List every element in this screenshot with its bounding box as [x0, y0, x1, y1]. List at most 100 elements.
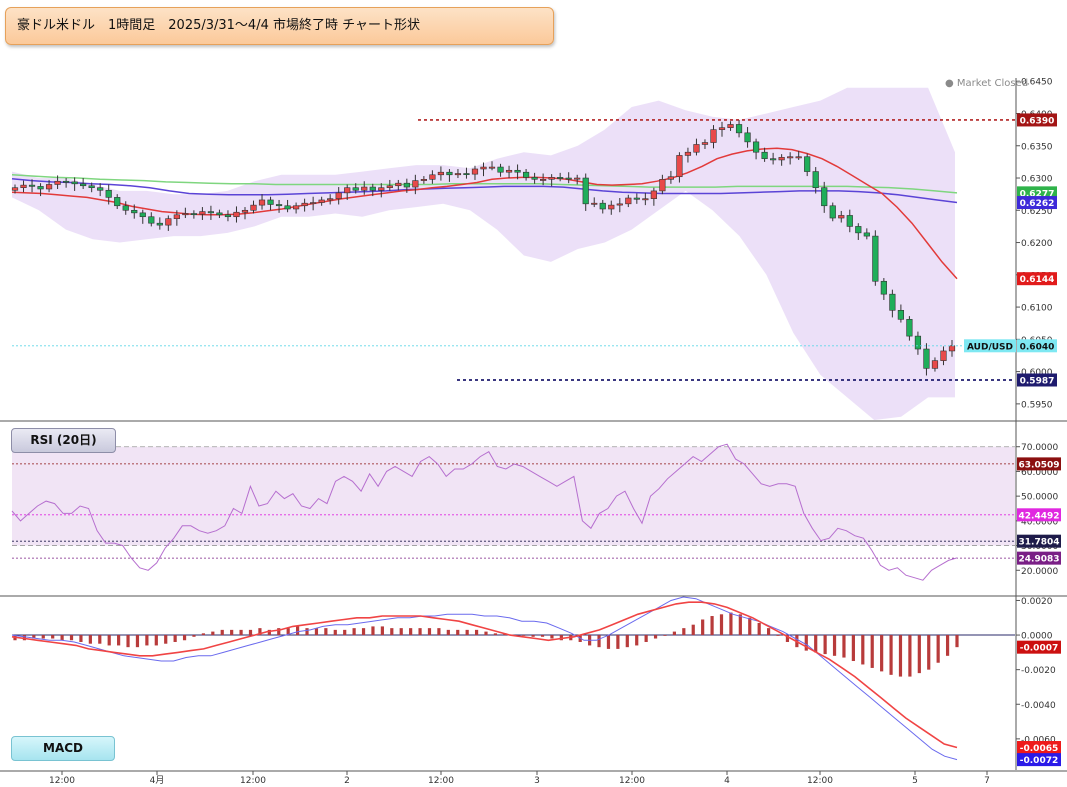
price-tag: 0.6390 — [1020, 116, 1055, 126]
rsi-tag: 63.0509 — [1019, 460, 1060, 470]
candle — [122, 205, 129, 211]
macd-tag-box — [1017, 640, 1061, 654]
macd-histogram-bar — [305, 628, 309, 636]
candle — [190, 213, 197, 216]
macd-histogram-bar — [286, 628, 290, 636]
rsi-tag-box — [1017, 457, 1061, 471]
candle — [20, 184, 27, 188]
symbol-tag-box — [964, 339, 1016, 353]
candle — [667, 176, 674, 180]
candle — [548, 177, 555, 180]
candle — [540, 179, 547, 181]
market-status-text: Market Closed — [956, 78, 1029, 89]
chart-title: 豪ドル米ドル 1時間足 2025/3/31～4/4 市場終了時 チャート形状 — [5, 7, 554, 45]
macd-histogram-bar — [936, 635, 940, 663]
macd-histogram-bar — [418, 628, 422, 636]
macd-tag: -0.0072 — [1020, 756, 1058, 766]
candle — [139, 212, 146, 218]
macd-histogram-bar — [842, 635, 846, 658]
candle — [11, 187, 19, 191]
candle — [778, 157, 785, 161]
candle — [395, 182, 402, 187]
candle — [505, 169, 513, 173]
ma-long-line — [11, 174, 958, 194]
candle — [557, 177, 564, 179]
macd-panel — [11, 596, 1015, 761]
macd-histogram-bar — [69, 635, 74, 641]
macd-histogram-bar — [239, 629, 243, 636]
macd-histogram-bar — [767, 628, 771, 636]
candle — [335, 192, 342, 199]
candle — [684, 151, 692, 156]
rsi-panel — [11, 443, 1015, 581]
time-tick-label: 2 — [344, 776, 350, 786]
macd-histogram-bar — [465, 629, 469, 636]
rsi-tag-box — [1017, 551, 1061, 565]
macd-histogram-bar — [738, 614, 742, 636]
macd-histogram-bar — [277, 628, 281, 636]
candlesticks — [11, 119, 956, 376]
macd-histogram-bar — [522, 635, 526, 636]
market-status: ● Market Closed — [945, 78, 1029, 89]
macd-histogram-bar — [314, 628, 319, 636]
macd-histogram-bar — [173, 635, 177, 642]
candle — [284, 205, 291, 210]
candle — [97, 187, 104, 191]
candle — [923, 348, 930, 369]
candle — [327, 198, 334, 201]
price-tick-label: 0.6350 — [1021, 142, 1053, 152]
macd-histogram-bar — [484, 631, 488, 636]
candle — [497, 166, 504, 173]
macd-histogram-bar — [635, 635, 639, 646]
macd-histogram-bar — [230, 629, 234, 636]
candle — [804, 156, 811, 172]
macd-histogram-bar — [390, 628, 394, 636]
macd-histogram-bar — [399, 628, 403, 636]
horizontal-levels — [12, 119, 1015, 381]
macd-histogram-bar — [324, 628, 328, 636]
candle — [701, 142, 709, 145]
macd-histogram-bar — [748, 617, 752, 636]
candle — [369, 186, 376, 191]
time-tick-label: 4 — [724, 776, 730, 786]
macd-histogram-bar — [955, 635, 959, 648]
time-tick-label: 3 — [534, 776, 540, 786]
price-tag: 0.6277 — [1020, 189, 1055, 199]
candle — [471, 168, 479, 175]
macd-histogram-bar — [559, 635, 563, 641]
time-tick-label: 5 — [912, 776, 918, 786]
candle — [727, 124, 734, 128]
macd-histogram-bar — [710, 616, 714, 636]
macd-histogram-bar — [51, 635, 55, 639]
macd-histogram-bar — [823, 635, 827, 655]
candle — [403, 182, 410, 188]
candle — [224, 214, 232, 218]
candle — [412, 180, 419, 188]
candle — [829, 205, 836, 219]
rsi-tick-label: 40.0000 — [1021, 517, 1058, 527]
price-tag: 0.6144 — [1020, 275, 1055, 285]
candle — [275, 204, 283, 207]
candle — [258, 199, 266, 206]
time-axis: 12:00 4月 12:00 2 12:00 3 12:00 4 12:00 5 7 — [49, 771, 990, 786]
macd-histogram-bar — [814, 635, 818, 653]
candle — [131, 209, 138, 214]
candle — [633, 197, 640, 200]
candle — [574, 177, 581, 180]
candle — [233, 211, 240, 218]
time-tick-label: 7 — [984, 776, 990, 786]
macd-histogram-bar — [380, 626, 384, 636]
candle — [599, 202, 606, 210]
candle — [863, 232, 870, 237]
macd-histogram-bar — [776, 635, 780, 636]
candle — [480, 166, 487, 170]
price-tag: 0.6040 — [1020, 342, 1055, 352]
macd-histogram-bar — [493, 633, 498, 636]
candle — [625, 197, 632, 205]
candle — [429, 174, 436, 180]
macd-histogram-bar — [32, 635, 36, 639]
candle — [787, 156, 794, 159]
candle — [63, 180, 70, 183]
candle — [182, 213, 189, 216]
candle — [199, 211, 206, 215]
